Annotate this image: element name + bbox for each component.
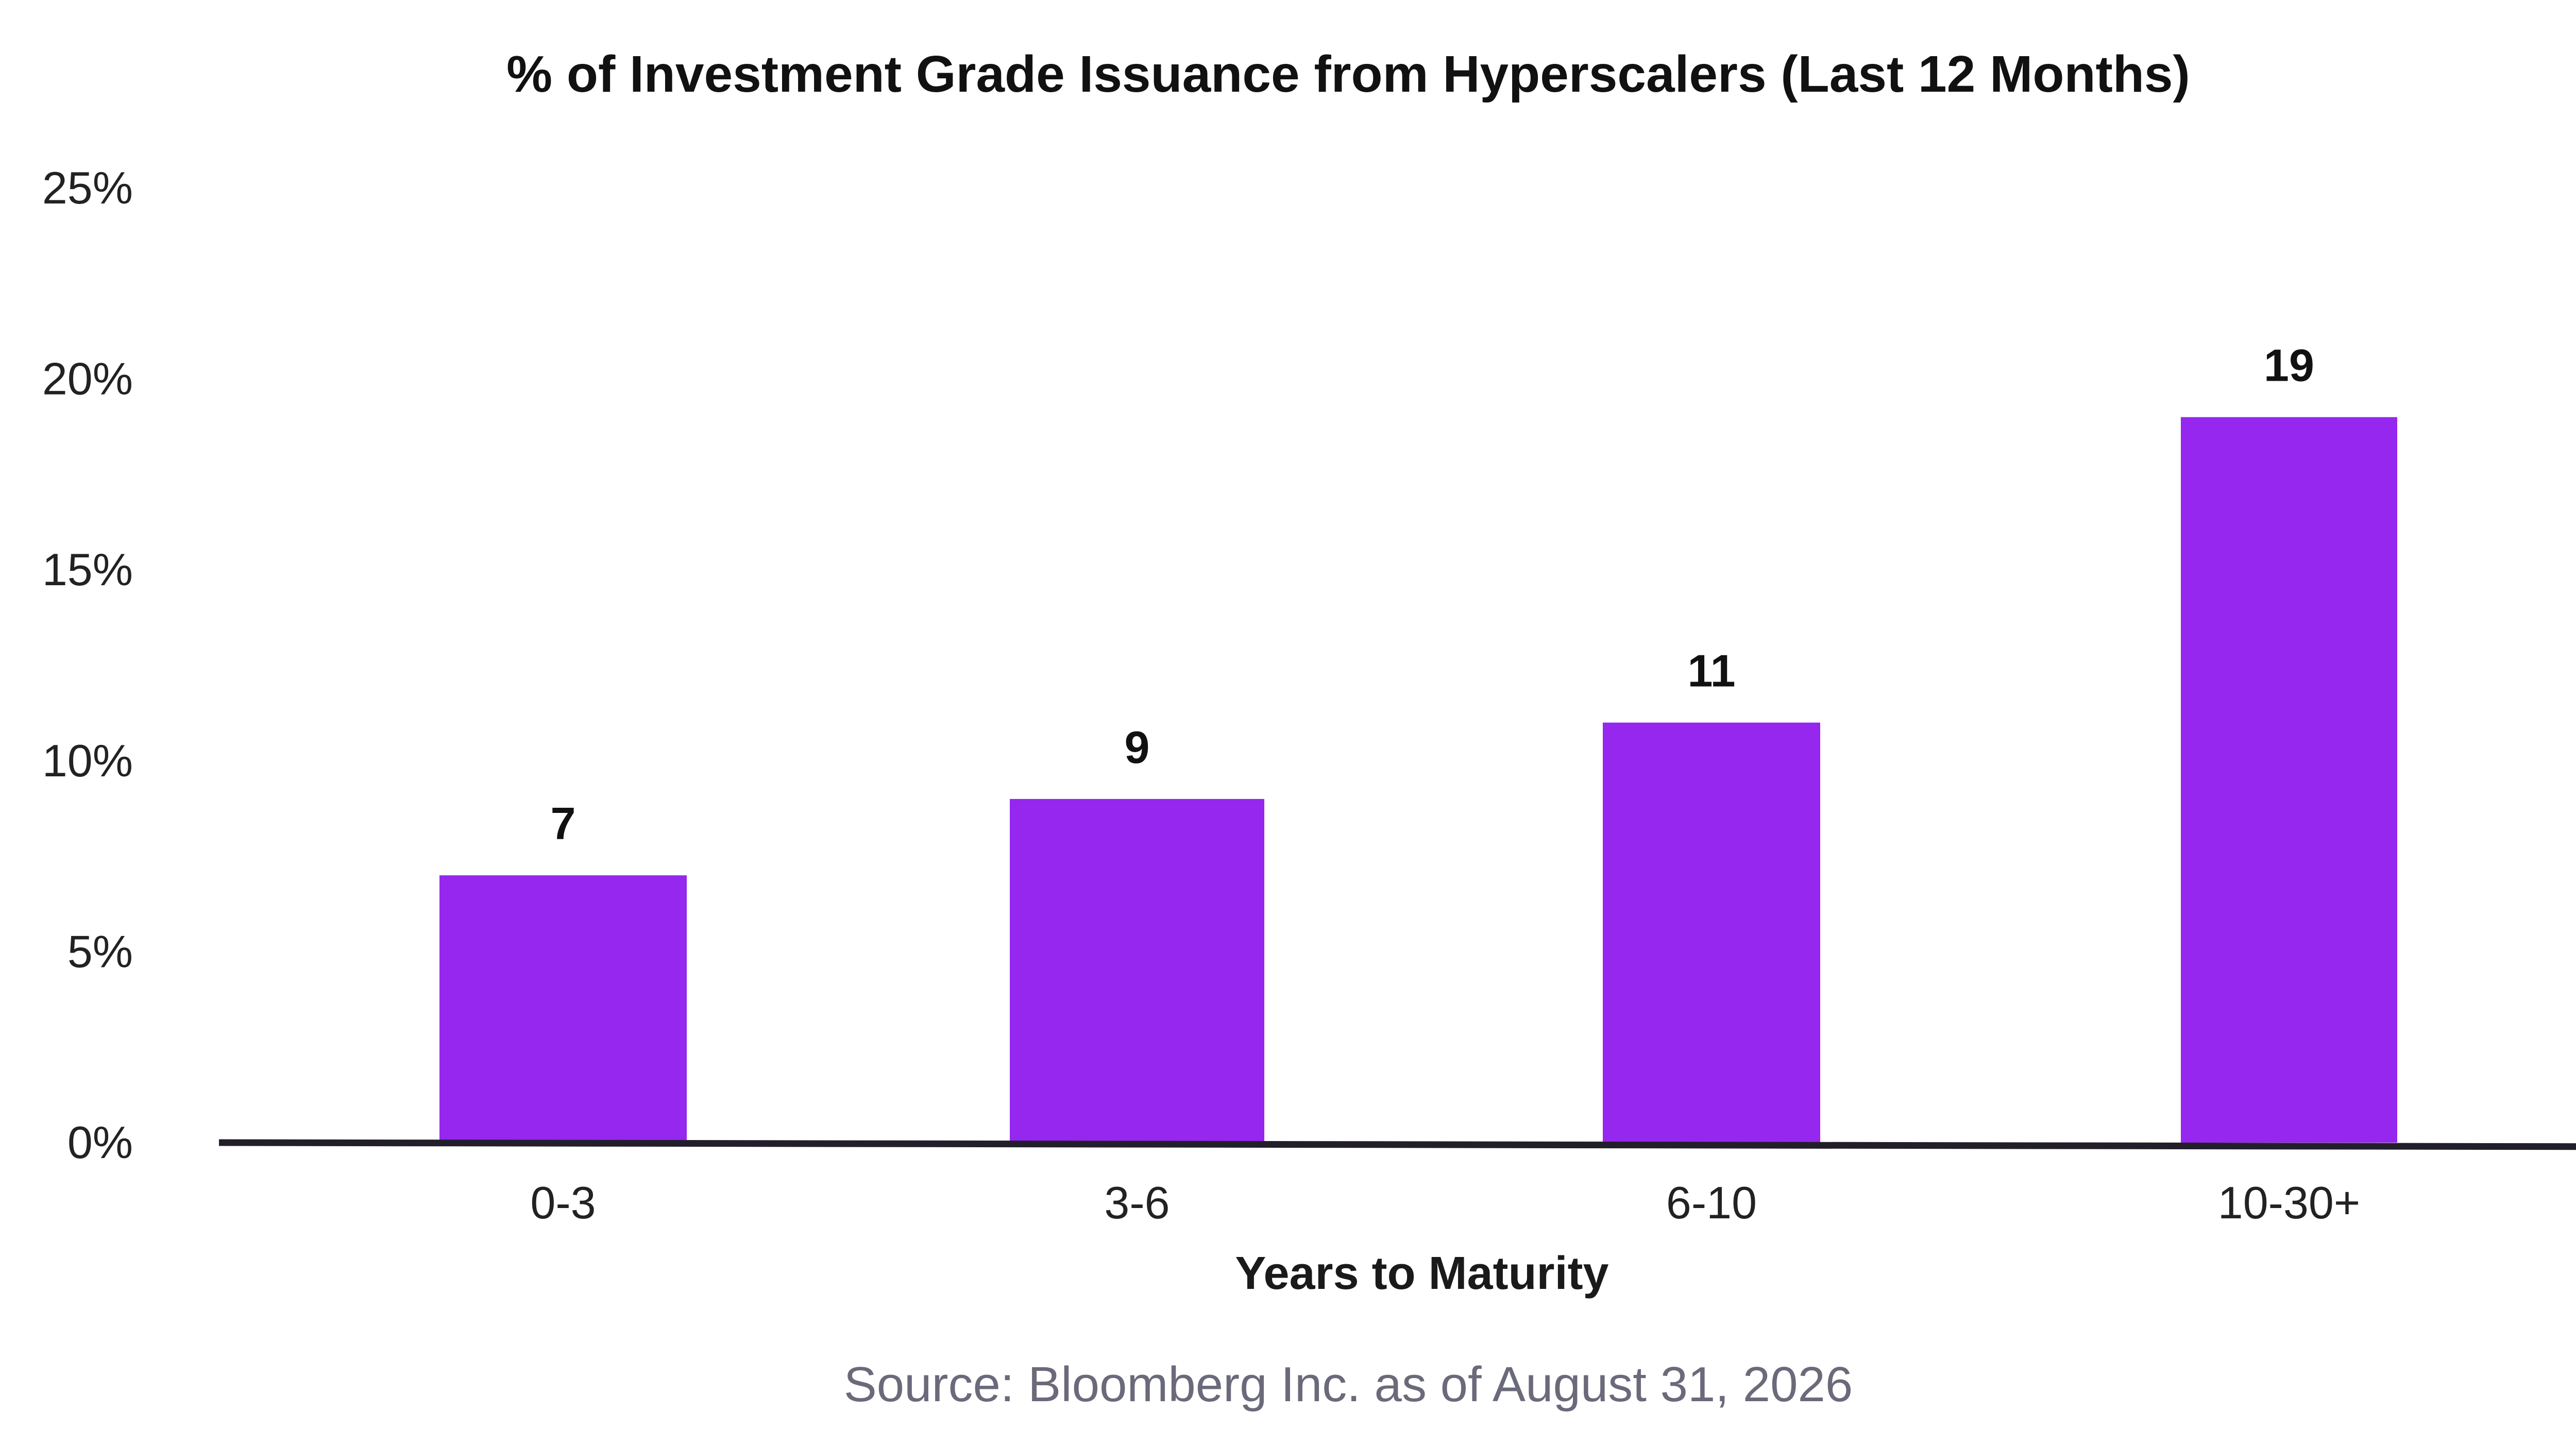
y-tick-label: 15% xyxy=(42,544,133,595)
x-tick-label: 10-30+ xyxy=(2218,1177,2360,1228)
y-tick-label: 10% xyxy=(42,735,133,786)
bar-3-6 xyxy=(1010,798,1264,1143)
y-tick-label: 5% xyxy=(67,926,133,977)
bar-10-30+ xyxy=(2181,417,2397,1143)
data-label: 19 xyxy=(2264,340,2314,391)
chart-title: % of Investment Grade Issuance from Hype… xyxy=(506,45,2190,103)
y-axis-ticks: 0% 5% 10% 15% 20% 25% xyxy=(42,162,133,1168)
source-note: Source: Bloomberg Inc. as of August 31, … xyxy=(844,1357,1853,1412)
y-tick-label: 20% xyxy=(42,353,133,404)
y-tick-label: 25% xyxy=(42,162,133,213)
x-axis-line xyxy=(218,1139,2576,1150)
bars-group xyxy=(439,417,2397,1143)
x-axis-label: Years to Maturity xyxy=(1235,1248,1608,1299)
data-label: 11 xyxy=(1687,645,1735,696)
data-label: 7 xyxy=(551,798,576,849)
data-labels-group: 7 9 11 19 xyxy=(551,340,2314,849)
data-label: 9 xyxy=(1125,722,1150,773)
x-axis-ticks: 0-3 3-6 6-10 10-30+ xyxy=(530,1177,2360,1228)
bar-0-3 xyxy=(439,875,687,1143)
x-tick-label: 0-3 xyxy=(530,1177,596,1228)
y-tick-label: 0% xyxy=(67,1117,133,1168)
x-tick-label: 3-6 xyxy=(1104,1177,1170,1228)
x-tick-label: 6-10 xyxy=(1666,1177,1757,1228)
bar-6-10 xyxy=(1603,722,1820,1143)
